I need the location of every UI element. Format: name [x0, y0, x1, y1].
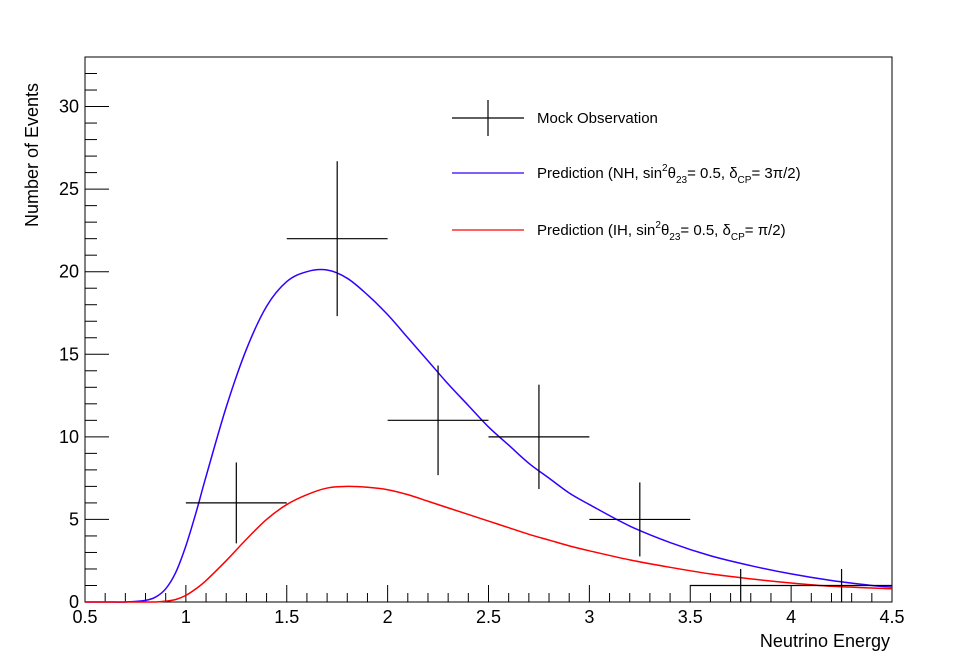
axis-ticks [84, 56, 893, 603]
observation-point [690, 568, 792, 602]
legend-nh-label: Prediction (NH, sin2θ23= 0.5, δCP= 3π/2) [537, 163, 801, 186]
axis-tick-labels: 0.5 1 1.5 2 2.5 3 3.5 4 4.5 0 5 10 15 20 25 30 [59, 97, 905, 627]
y-tick-label: 0 [69, 592, 79, 612]
observation-point [286, 161, 388, 317]
nh-prediction-curve [84, 268, 893, 603]
x-tick-label: 2 [383, 607, 393, 627]
y-axis-title: Number of Events [22, 83, 42, 227]
prediction-curves [84, 268, 893, 603]
x-tick-label: 3 [584, 607, 594, 627]
y-tick-label: 5 [69, 509, 79, 529]
y-tick-label: 10 [59, 427, 79, 447]
legend-observation-label: Mock Observation [537, 110, 658, 127]
x-tick-label: 1.5 [274, 607, 299, 627]
plot-frame [84, 56, 893, 603]
y-tick-label: 30 [59, 97, 79, 117]
observation-point [791, 568, 892, 602]
x-tick-label: 4 [786, 607, 796, 627]
legend-item-ih: Prediction (IH, sin2θ23= 0.5, δCP= π/2) [452, 220, 786, 243]
x-tick-label: 1 [181, 607, 191, 627]
y-tick-label: 15 [59, 344, 79, 364]
x-tick-label: 4.5 [879, 607, 904, 627]
observation-point [185, 462, 287, 544]
x-tick-label: 3.5 [678, 607, 703, 627]
x-tick-label: 0.5 [72, 607, 97, 627]
ih-prediction-curve [84, 485, 893, 603]
observation-point [589, 482, 691, 557]
x-axis-title: Neutrino Energy [760, 631, 890, 651]
x-tick-label: 2.5 [476, 607, 501, 627]
legend-item-nh: Prediction (NH, sin2θ23= 0.5, δCP= 3π/2) [452, 163, 801, 186]
y-tick-label: 20 [59, 262, 79, 282]
observation-errorbars [185, 161, 892, 602]
y-tick-label: 25 [59, 179, 79, 199]
legend-ih-label: Prediction (IH, sin2θ23= 0.5, δCP= π/2) [537, 220, 786, 243]
observation-point [387, 365, 489, 476]
legend-item-observation: Mock Observation [452, 100, 658, 136]
legend: Mock Observation Prediction (NH, sin2θ23… [452, 100, 801, 243]
observation-point [488, 384, 590, 490]
